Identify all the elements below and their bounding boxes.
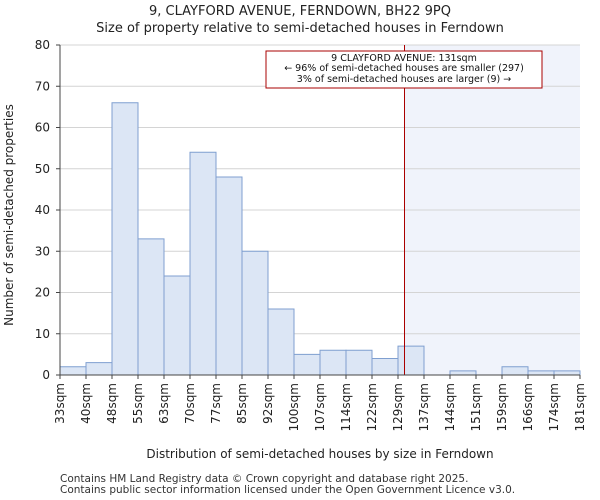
footer-copyright: Contains HM Land Registry data © Crown c… (60, 473, 469, 485)
histogram-bar (319, 349, 347, 376)
x-tick-label: 33sqm (53, 383, 67, 424)
histogram-bar (189, 151, 217, 376)
y-tick-label: 20 (35, 286, 50, 300)
histogram-bar (241, 250, 269, 376)
chart-subtitle: Size of property relative to semi-detach… (96, 21, 504, 36)
y-tick-label: 30 (35, 244, 50, 258)
y-tick-label: 70 (35, 79, 50, 93)
y-axis-label: Number of semi-detached properties (2, 104, 16, 326)
x-tick-label: 174sqm (547, 383, 561, 431)
x-tick-label: 85sqm (235, 383, 249, 424)
x-tick-label: 107sqm (313, 383, 327, 431)
x-tick-label: 159sqm (495, 383, 509, 431)
x-tick-label: 77sqm (209, 383, 223, 424)
histogram-bar (215, 176, 243, 376)
annotation-box (265, 50, 543, 89)
x-tick-label: 144sqm (443, 383, 457, 431)
x-tick-label: 122sqm (365, 383, 379, 431)
x-tick-label: 70sqm (183, 383, 197, 424)
x-axis-label: Distribution of semi-detached houses by … (146, 447, 493, 461)
x-tick-label: 63sqm (157, 383, 171, 424)
histogram-bar (59, 366, 87, 376)
annotation-larger: 3% of semi-detached houses are larger (9… (296, 74, 512, 85)
x-tick-label: 40sqm (79, 383, 93, 424)
x-tick-label: 129sqm (391, 383, 405, 431)
x-tick-label: 100sqm (287, 383, 301, 431)
y-tick-label: 0 (42, 368, 50, 382)
x-tick-label: 92sqm (261, 383, 275, 424)
x-tick-label: 181sqm (573, 383, 587, 431)
y-tick-label: 60 (35, 121, 50, 135)
histogram-bar (111, 102, 139, 376)
annotation-title: 9 CLAYFORD AVENUE: 131sqm (331, 53, 477, 64)
histogram-bar (527, 370, 555, 376)
x-tick-label: 166sqm (521, 383, 535, 431)
histogram-bar (163, 275, 191, 376)
x-tick-label: 55sqm (131, 383, 145, 424)
y-tick-label: 10 (35, 327, 50, 341)
chart-title: 9, CLAYFORD AVENUE, FERNDOWN, BH22 9PQ (149, 4, 451, 19)
histogram-bar (371, 358, 399, 376)
y-tick-label: 50 (35, 162, 50, 176)
x-tick-label: 48sqm (105, 383, 119, 424)
histogram-bar (345, 349, 373, 376)
histogram-bar (449, 370, 477, 376)
y-tick-label: 40 (35, 203, 50, 217)
x-tick-label: 151sqm (469, 383, 483, 431)
footer-licence: Contains public sector information licen… (60, 484, 516, 496)
x-tick-label: 114sqm (339, 383, 353, 431)
annotation-smaller: ← 96% of semi-detached houses are smalle… (284, 63, 524, 74)
histogram-bar (553, 370, 581, 376)
x-tick-label: 137sqm (417, 383, 431, 431)
histogram-bar (501, 366, 529, 376)
histogram-bar (267, 308, 295, 376)
histogram-bar (85, 362, 113, 376)
histogram-bar (293, 353, 321, 376)
histogram-bar (137, 238, 165, 376)
y-tick-label: 80 (35, 38, 50, 52)
histogram-bar (397, 345, 425, 376)
